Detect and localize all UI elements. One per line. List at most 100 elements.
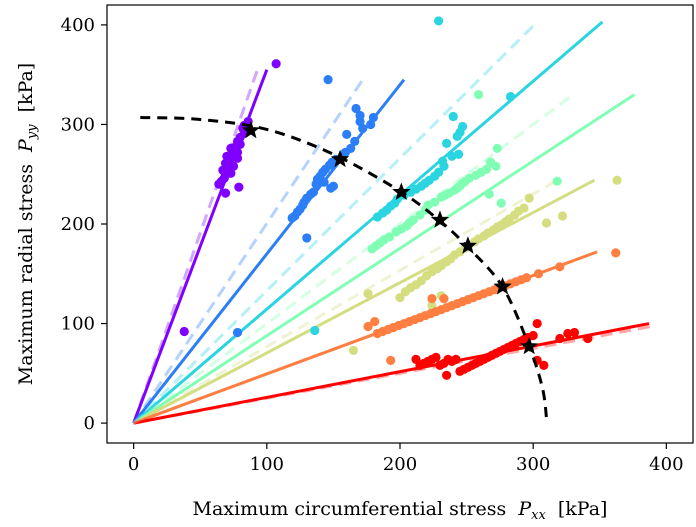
scatter-point xyxy=(411,354,421,364)
scatter-point xyxy=(395,293,405,303)
x-axis-label-subscript: xx xyxy=(531,508,546,523)
scatter-point xyxy=(436,192,446,202)
scatter-point xyxy=(505,91,516,102)
dashed-reference-lines xyxy=(132,20,656,425)
scatter-point xyxy=(541,218,552,228)
scatter-point xyxy=(400,287,410,297)
scatter-point xyxy=(302,233,312,243)
scatter-point xyxy=(583,333,593,344)
scatter-point xyxy=(539,360,549,370)
x-axis-label-unit: [kPa] xyxy=(558,498,608,520)
y-axis-label: Maximum radial stress Pyy [kPa] xyxy=(15,63,41,385)
scatter-point xyxy=(563,328,573,339)
star-markers xyxy=(241,120,539,355)
star-marker-1 xyxy=(241,120,260,139)
y-axis-label-text: Maximum radial stress xyxy=(15,164,37,385)
scatter-point xyxy=(311,179,321,189)
y-axis-label-subscript: yy xyxy=(25,124,40,140)
scatter-point xyxy=(533,269,544,279)
scatter-point xyxy=(447,151,457,161)
scatter-point xyxy=(391,227,401,237)
star-marker-2 xyxy=(330,149,350,168)
scatter-point xyxy=(351,103,361,114)
scatter-point xyxy=(232,153,243,163)
scatter-point xyxy=(442,370,452,380)
scatter-point xyxy=(448,111,458,122)
dashed-line-7 xyxy=(133,324,656,425)
scatter-point xyxy=(612,175,622,185)
y-axis-label-symbol: P xyxy=(15,138,37,153)
scatter-point xyxy=(452,131,462,141)
x-tick-label: 200 xyxy=(383,454,417,475)
scatter-point xyxy=(473,89,484,100)
scatter-point xyxy=(524,193,534,203)
scatter-point xyxy=(179,326,189,337)
y-tick-label: 200 xyxy=(61,214,95,235)
scatter-point xyxy=(439,294,449,304)
scatter-point xyxy=(439,161,449,171)
star-marker-6 xyxy=(493,277,512,295)
scatter-point xyxy=(555,262,565,272)
scatter-point xyxy=(368,112,378,123)
y-tick-label: 300 xyxy=(61,114,95,135)
fit-line-3 xyxy=(132,20,604,425)
scatter-point xyxy=(492,143,502,153)
fit-line-2 xyxy=(132,78,406,425)
scatter-point xyxy=(484,189,494,199)
x-axis-label-symbol: P xyxy=(517,498,532,520)
x-tick-label: 400 xyxy=(649,454,683,475)
scatter-point xyxy=(232,327,243,338)
star-marker-5 xyxy=(458,236,478,254)
scatter-point xyxy=(220,188,231,198)
scatter-point xyxy=(366,119,376,130)
star-marker-3 xyxy=(392,182,411,200)
dashed-line-2 xyxy=(132,78,364,424)
scatter-points xyxy=(179,16,622,380)
star-marker-7 xyxy=(520,336,539,355)
scatter-point xyxy=(455,366,465,376)
dashed-line-1 xyxy=(132,69,259,424)
scatter-point xyxy=(323,75,333,85)
scatter-point xyxy=(555,333,565,344)
x-axis-label-text: Maximum circumferential stress xyxy=(193,498,507,520)
scatter-point xyxy=(434,16,444,26)
y-tick-label: 400 xyxy=(61,15,95,36)
scatter-point xyxy=(363,321,373,332)
fit-line-5 xyxy=(132,178,596,425)
scatter-point xyxy=(271,59,281,69)
scatter-point xyxy=(367,244,377,254)
x-tick-label: 0 xyxy=(128,454,139,475)
x-tick-label: 300 xyxy=(516,454,550,475)
x-tick-label: 100 xyxy=(250,454,284,475)
scatter-point xyxy=(350,136,360,146)
fit-line-4 xyxy=(132,93,636,425)
scatter-point xyxy=(427,294,437,304)
scatter-point xyxy=(557,211,568,221)
scatter-point xyxy=(287,213,297,223)
scatter-point xyxy=(415,210,425,220)
scatter-point xyxy=(370,316,380,327)
scatter-point xyxy=(326,183,336,193)
scatter-point xyxy=(372,212,382,222)
scatter-point xyxy=(372,328,382,339)
scatter-point xyxy=(355,116,365,127)
dashed-line-5 xyxy=(132,178,558,425)
scatter-point xyxy=(552,176,562,186)
scatter-point xyxy=(363,289,373,299)
scatter-point xyxy=(234,182,244,192)
scatter-point xyxy=(386,355,396,365)
y-tick-label: 100 xyxy=(61,314,95,335)
scatter-point xyxy=(224,161,235,171)
scatter-point xyxy=(611,248,621,258)
scatter-point xyxy=(348,345,358,356)
scatter-point xyxy=(442,138,452,148)
x-axis-label: Maximum circumferential stress Pxx [kPa] xyxy=(193,498,608,524)
scatter-point xyxy=(319,177,329,187)
x-axis-ticks: 0 100 200 300 400 xyxy=(128,443,684,475)
dashed-line-6 xyxy=(133,250,598,425)
y-axis-ticks: 0 100 200 300 400 xyxy=(61,15,107,434)
scatter-point xyxy=(214,179,224,189)
y-tick-label: 0 xyxy=(84,413,95,434)
scatter-point xyxy=(342,129,352,140)
star-marker-4 xyxy=(430,210,450,228)
